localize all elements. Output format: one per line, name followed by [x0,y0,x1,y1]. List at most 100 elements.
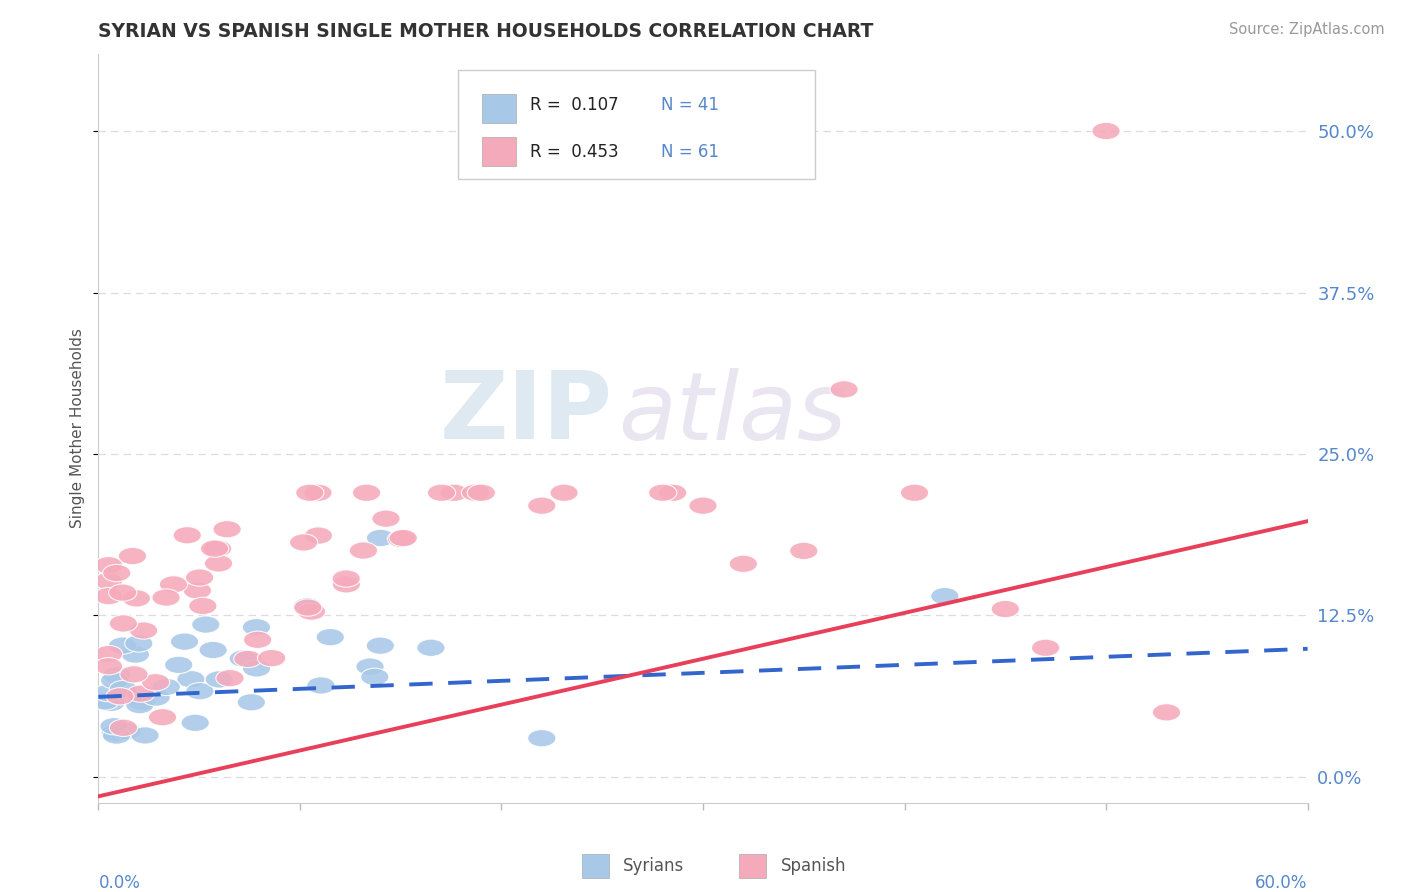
Ellipse shape [243,632,271,648]
Ellipse shape [257,649,285,667]
Text: Syrians: Syrians [623,856,685,875]
Ellipse shape [648,484,676,501]
Text: SYRIAN VS SPANISH SINGLE MOTHER HOUSEHOLDS CORRELATION CHART: SYRIAN VS SPANISH SINGLE MOTHER HOUSEHOL… [98,21,873,41]
Ellipse shape [373,510,401,527]
Ellipse shape [112,723,141,739]
Text: Spanish: Spanish [780,856,846,875]
Ellipse shape [527,730,555,747]
Ellipse shape [120,665,148,683]
Ellipse shape [110,615,138,632]
Ellipse shape [105,688,134,705]
Ellipse shape [356,658,384,675]
Ellipse shape [94,657,122,675]
Ellipse shape [550,484,578,501]
Ellipse shape [170,633,198,650]
Ellipse shape [127,685,155,702]
Ellipse shape [181,714,209,731]
Ellipse shape [297,603,326,620]
Ellipse shape [200,641,228,658]
Ellipse shape [186,569,214,586]
Ellipse shape [97,694,125,712]
Ellipse shape [527,497,555,515]
Ellipse shape [307,677,335,694]
Ellipse shape [131,727,159,744]
Ellipse shape [100,717,128,735]
Ellipse shape [991,600,1019,617]
Ellipse shape [94,684,122,702]
Ellipse shape [142,689,170,706]
Ellipse shape [361,668,389,686]
Ellipse shape [931,588,959,605]
Ellipse shape [110,681,138,698]
Ellipse shape [186,682,214,700]
Ellipse shape [367,529,395,547]
Ellipse shape [295,484,323,501]
Text: atlas: atlas [619,368,846,458]
Text: ZIP: ZIP [440,368,613,459]
Ellipse shape [1153,704,1181,721]
Ellipse shape [830,381,858,398]
Ellipse shape [129,622,157,640]
Text: N = 61: N = 61 [661,143,718,161]
Ellipse shape [103,666,131,684]
Ellipse shape [149,708,177,726]
FancyBboxPatch shape [482,95,516,123]
Ellipse shape [101,672,129,689]
Ellipse shape [316,629,344,646]
Text: 60.0%: 60.0% [1256,874,1308,892]
Ellipse shape [304,484,332,501]
Ellipse shape [188,598,217,615]
FancyBboxPatch shape [457,70,815,179]
Ellipse shape [103,565,131,582]
Ellipse shape [152,589,180,607]
Ellipse shape [212,521,242,538]
Ellipse shape [467,484,495,501]
Ellipse shape [304,527,332,544]
Ellipse shape [91,693,120,710]
Ellipse shape [125,635,153,652]
Ellipse shape [152,678,180,696]
Ellipse shape [205,671,233,688]
Text: N = 41: N = 41 [661,96,718,114]
Ellipse shape [332,575,360,593]
Ellipse shape [142,673,170,691]
Ellipse shape [1092,122,1121,140]
Ellipse shape [101,724,129,742]
Ellipse shape [349,542,378,559]
Ellipse shape [191,615,219,633]
Text: R =  0.453: R = 0.453 [530,143,619,161]
Ellipse shape [110,719,138,737]
Ellipse shape [183,582,211,599]
Ellipse shape [94,573,122,590]
FancyBboxPatch shape [740,854,766,878]
Ellipse shape [121,646,149,664]
Ellipse shape [165,657,193,673]
Ellipse shape [128,693,156,710]
Ellipse shape [388,531,416,548]
Ellipse shape [294,598,322,615]
Ellipse shape [125,697,153,714]
Ellipse shape [427,484,456,501]
Ellipse shape [294,599,322,616]
Ellipse shape [108,584,136,601]
Ellipse shape [105,723,134,739]
Ellipse shape [332,570,360,587]
FancyBboxPatch shape [582,854,609,878]
FancyBboxPatch shape [482,137,516,166]
Ellipse shape [730,555,758,573]
Ellipse shape [204,540,232,558]
Ellipse shape [416,640,446,657]
Ellipse shape [242,660,270,677]
Ellipse shape [290,533,318,551]
Ellipse shape [238,694,266,711]
Ellipse shape [103,727,131,744]
Ellipse shape [217,670,245,687]
Ellipse shape [201,540,229,558]
Ellipse shape [440,484,468,501]
Text: Source: ZipAtlas.com: Source: ZipAtlas.com [1229,22,1385,37]
Ellipse shape [118,548,146,565]
Ellipse shape [689,497,717,515]
Ellipse shape [94,646,122,663]
Ellipse shape [122,590,150,607]
Ellipse shape [658,484,686,501]
